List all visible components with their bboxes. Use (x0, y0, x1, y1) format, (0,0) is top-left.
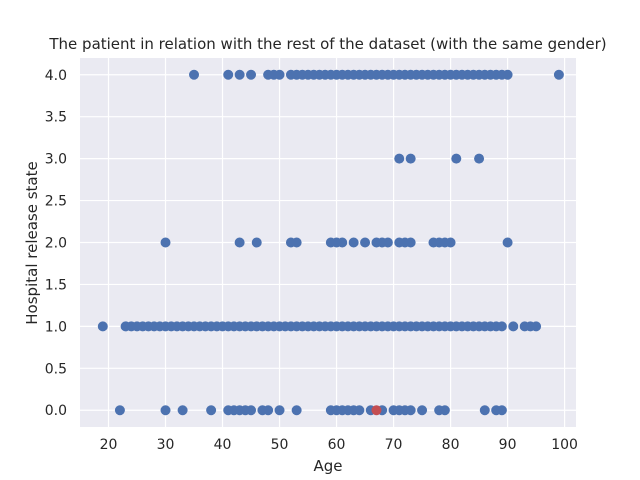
data-point (160, 237, 171, 248)
data-point (348, 237, 359, 248)
data-point (274, 69, 285, 80)
data-point (474, 153, 485, 164)
data-point (114, 405, 125, 416)
data-point (246, 405, 257, 416)
data-point (97, 321, 108, 332)
data-point (553, 69, 564, 80)
data-point (189, 69, 200, 80)
data-point (496, 405, 507, 416)
data-point (405, 405, 416, 416)
data-point (234, 69, 245, 80)
x-tick-label: 60 (328, 437, 346, 453)
data-point (206, 405, 217, 416)
data-point (177, 405, 188, 416)
data-point (439, 405, 450, 416)
data-point (160, 405, 171, 416)
x-tick-label: 100 (551, 437, 578, 453)
data-point (502, 69, 513, 80)
data-point (291, 237, 302, 248)
data-point (405, 237, 416, 248)
y-tick-label: 0.5 (45, 361, 67, 377)
y-tick-label: 2.0 (45, 236, 67, 252)
y-tick-label: 1.5 (45, 277, 67, 293)
data-point (234, 237, 245, 248)
x-tick-label: 40 (214, 437, 232, 453)
x-tick-label: 90 (499, 437, 517, 453)
chart-title: The patient in relation with the rest of… (48, 35, 606, 53)
x-tick-label: 30 (157, 437, 175, 453)
x-tick-label: 20 (100, 437, 118, 453)
x-tick-label: 50 (271, 437, 289, 453)
data-point (223, 69, 234, 80)
y-tick-label: 0.0 (45, 403, 67, 419)
data-point (360, 237, 371, 248)
data-point (496, 321, 507, 332)
x-axis-label: Age (313, 457, 342, 475)
y-tick-label: 4.0 (45, 68, 67, 84)
data-point (417, 405, 428, 416)
y-tick-labels: 0.0 0.5 1.0 1.5 2.0 2.5 3.0 3.5 4.0 (45, 68, 67, 419)
x-tick-label: 70 (385, 437, 403, 453)
data-point (445, 237, 456, 248)
data-point (354, 405, 365, 416)
data-points (97, 69, 564, 416)
x-tick-labels: 20 30 40 50 60 70 80 90 100 (100, 437, 578, 453)
y-tick-label: 2.5 (45, 194, 67, 210)
data-point (291, 405, 302, 416)
data-point (502, 237, 513, 248)
data-point (246, 69, 257, 80)
data-point (479, 405, 490, 416)
data-point (274, 405, 285, 416)
data-point (263, 405, 274, 416)
y-tick-label: 3.5 (45, 110, 67, 126)
data-point (405, 153, 416, 164)
x-tick-label: 80 (442, 437, 460, 453)
data-point (337, 237, 348, 248)
data-point (508, 321, 519, 332)
y-tick-label: 3.0 (45, 152, 67, 168)
highlighted-patient-point (371, 405, 382, 416)
y-axis-label: Hospital release state (23, 161, 41, 324)
data-point (531, 321, 542, 332)
data-point (394, 153, 405, 164)
y-tick-label: 1.0 (45, 319, 67, 335)
data-point (382, 237, 393, 248)
data-point (251, 237, 262, 248)
data-point (451, 153, 462, 164)
